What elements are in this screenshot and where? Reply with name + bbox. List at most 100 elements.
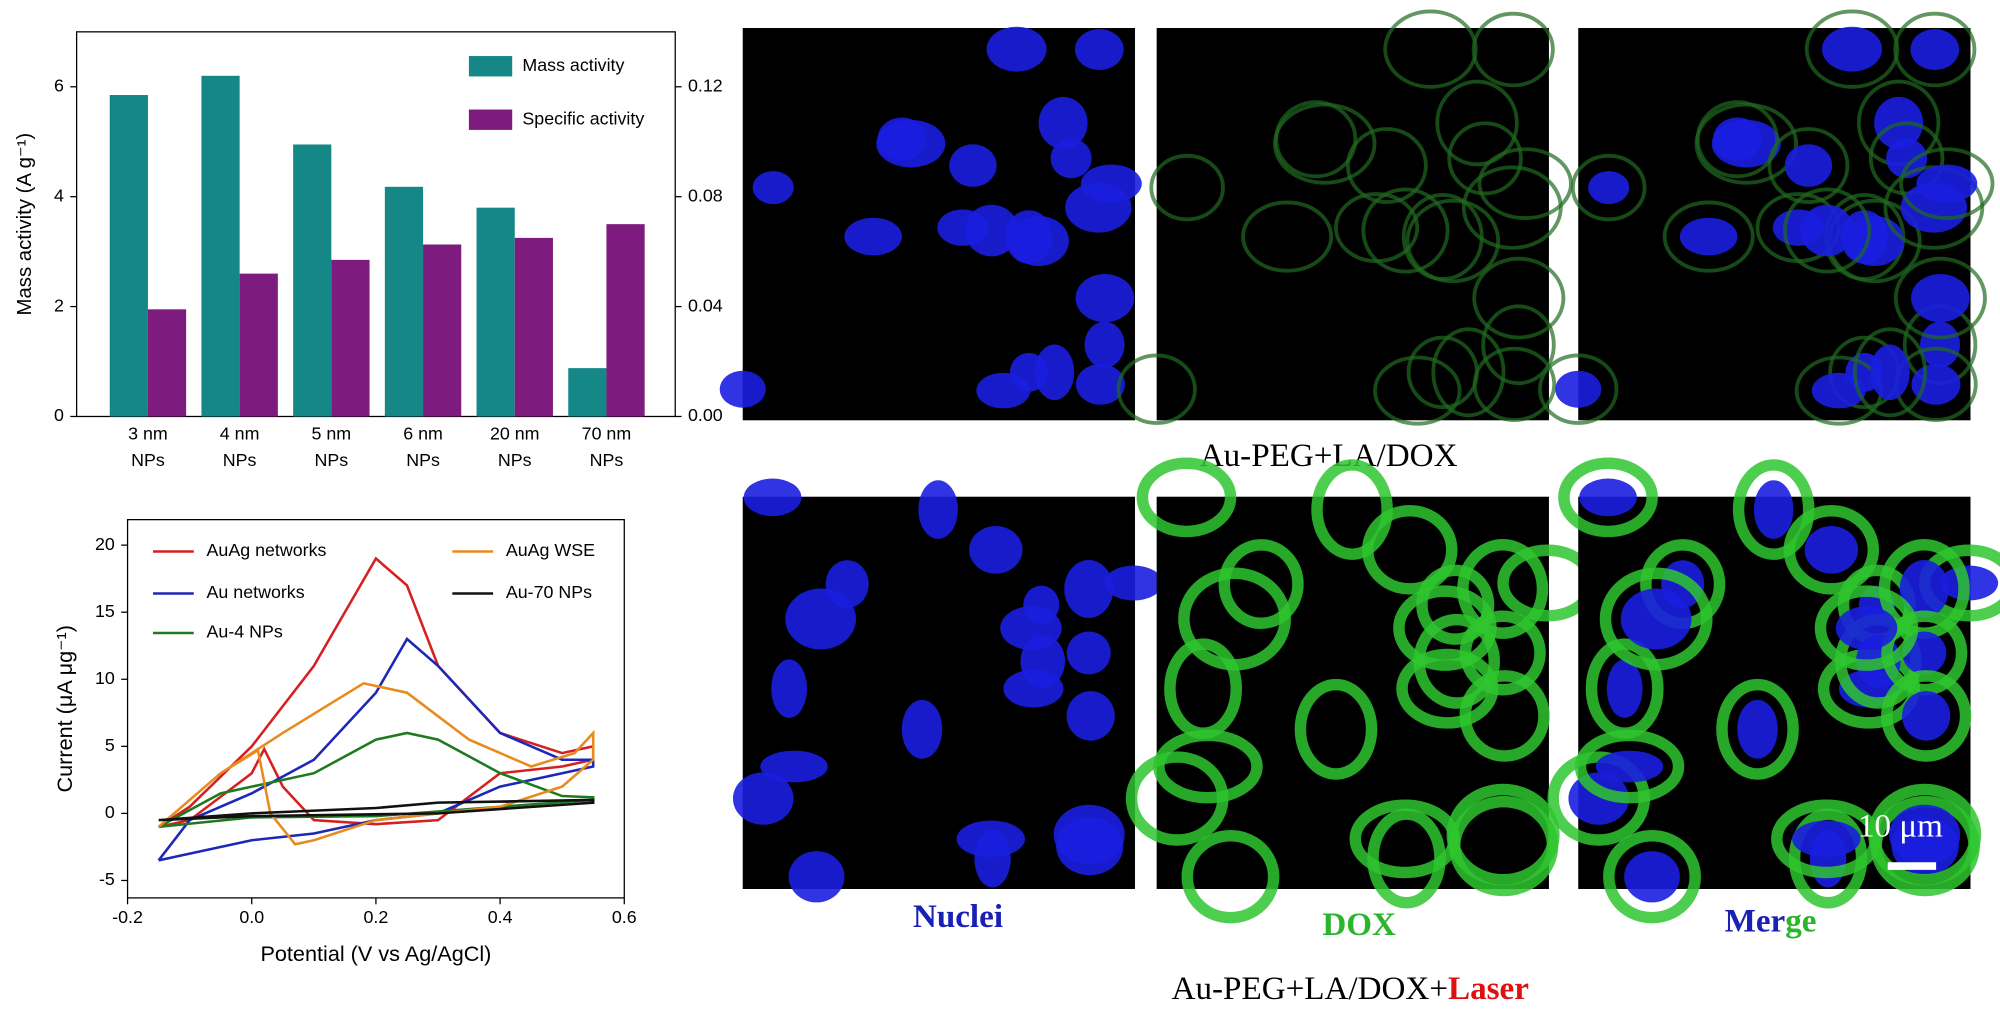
cv-curve	[158, 798, 595, 822]
nucleus	[1899, 560, 1949, 618]
nucleus	[1050, 138, 1092, 179]
nucleus	[901, 699, 943, 759]
nucleus	[752, 171, 794, 205]
cell-cytoplasm	[1732, 459, 1815, 560]
cell-cytoplasm	[1804, 9, 1900, 89]
legend-label: Au networks	[207, 582, 305, 602]
cell-cytoplasm	[1538, 353, 1619, 425]
cell-cytoplasm	[1767, 127, 1850, 205]
bar	[568, 368, 607, 417]
x-tick-label: 70 nm NPs	[582, 423, 632, 470]
nucleus	[1053, 804, 1125, 865]
bar	[476, 207, 515, 417]
y2-tick-label: 0.08	[688, 185, 723, 205]
x-tick-label-line: 6 nm	[403, 423, 443, 443]
nucleus	[844, 217, 902, 256]
row2-caption: Au-PEG+LA/DOX+Laser	[1172, 969, 1529, 1006]
x-tick-label: 0.2	[364, 907, 389, 927]
nucleus	[1835, 606, 1898, 650]
x-tick-label-line: NPs	[406, 450, 440, 470]
nucleus	[1911, 273, 1970, 323]
bar	[109, 95, 148, 417]
nucleus	[785, 588, 857, 650]
nucleus	[1104, 565, 1163, 601]
cv-curve	[157, 637, 595, 862]
cell-cytoplasm	[1116, 353, 1197, 425]
nucleus	[918, 480, 958, 539]
cell-cytoplasm	[1783, 505, 1880, 595]
cell-cytoplasm	[1852, 327, 1927, 418]
nucleus	[788, 851, 845, 903]
bar	[384, 186, 424, 417]
cell-cytoplasm	[1603, 830, 1701, 924]
x-tick-label: 20 nm NPs	[490, 423, 540, 470]
x-tick-label-line: NPs	[314, 450, 348, 470]
x-tick-label: -0.2	[112, 907, 143, 927]
nucleus	[1920, 321, 1961, 368]
cell-cytoplasm	[1599, 567, 1713, 671]
nucleus	[1074, 29, 1124, 71]
cell-cytoplasm	[1716, 678, 1799, 780]
legend-label: Specific activity	[522, 108, 644, 128]
bar	[239, 273, 278, 417]
nucleus	[1916, 164, 1978, 203]
cell-cytoplasm	[1435, 79, 1519, 167]
x-tick-label: 5 nm NPs	[312, 423, 352, 470]
caption-part: Au-PEG+LA/DOX+	[1172, 969, 1448, 1006]
nucleus	[976, 372, 1031, 409]
nucleus	[1889, 804, 1961, 865]
legend-label: AuAg networks	[207, 540, 327, 560]
bar	[201, 75, 240, 417]
nucleus	[1784, 144, 1833, 187]
bar	[293, 144, 332, 417]
cell-cytoplasm	[1362, 505, 1458, 595]
nucleus	[1679, 217, 1738, 256]
col-label-part: ge	[1785, 902, 1816, 939]
x-tick-label-line: 3 nm	[128, 423, 168, 443]
cell-cytoplasm	[1431, 327, 1506, 418]
legend-label: AuAg WSE	[506, 540, 595, 560]
cell-cytoplasm	[1459, 670, 1550, 762]
nucleus	[1804, 526, 1859, 574]
legend-label: Au-4 NPs	[207, 622, 283, 642]
nucleus	[1606, 659, 1643, 718]
y-tick-label: 15	[95, 601, 115, 621]
nucleus	[1080, 164, 1142, 203]
cell-cytoplasm	[1477, 147, 1573, 220]
y-tick-label: 5	[105, 735, 115, 755]
nucleus	[1620, 588, 1692, 650]
x-axis-label: Potential (V vs Ag/AgCl)	[260, 941, 491, 966]
y-tick-label: 20	[95, 534, 115, 554]
y2-tick-label: 0.00	[688, 405, 723, 425]
y-tick-label: 0	[54, 405, 64, 425]
nucleus	[1034, 344, 1075, 401]
y-axis-label: Current (μA μg⁻¹)	[52, 625, 77, 792]
nucleus	[1753, 480, 1794, 539]
nucleus	[1844, 215, 1905, 266]
cell-cytoplasm	[1294, 678, 1378, 780]
cell-cytoplasm	[1899, 147, 1995, 220]
bar	[423, 244, 462, 417]
y-tick-label: 10	[95, 668, 115, 688]
cv-curve	[157, 681, 595, 846]
cell-cytoplasm	[1662, 200, 1755, 273]
x-tick-label-line: 70 nm	[582, 423, 632, 443]
nucleus	[771, 659, 808, 718]
nucleus	[877, 117, 927, 162]
cell-cytoplasm	[1481, 304, 1556, 386]
bar	[331, 259, 370, 417]
x-tick-label-line: NPs	[131, 450, 165, 470]
y-axis-label: Mass activity (A g⁻¹)	[14, 133, 36, 316]
bar-frame	[75, 31, 676, 418]
cell-cytoplasm	[1274, 100, 1358, 179]
cell-cytoplasm	[1574, 729, 1685, 804]
nucleus	[1064, 560, 1114, 618]
y2-tick-label: 0.04	[688, 295, 723, 315]
nucleus	[1902, 691, 1951, 741]
cell-cytoplasm	[1136, 457, 1237, 538]
cell-cytoplasm	[1881, 670, 1972, 762]
nucleus	[1595, 750, 1664, 783]
cell-cytoplasm	[1349, 799, 1460, 879]
nucleus	[1066, 631, 1111, 675]
